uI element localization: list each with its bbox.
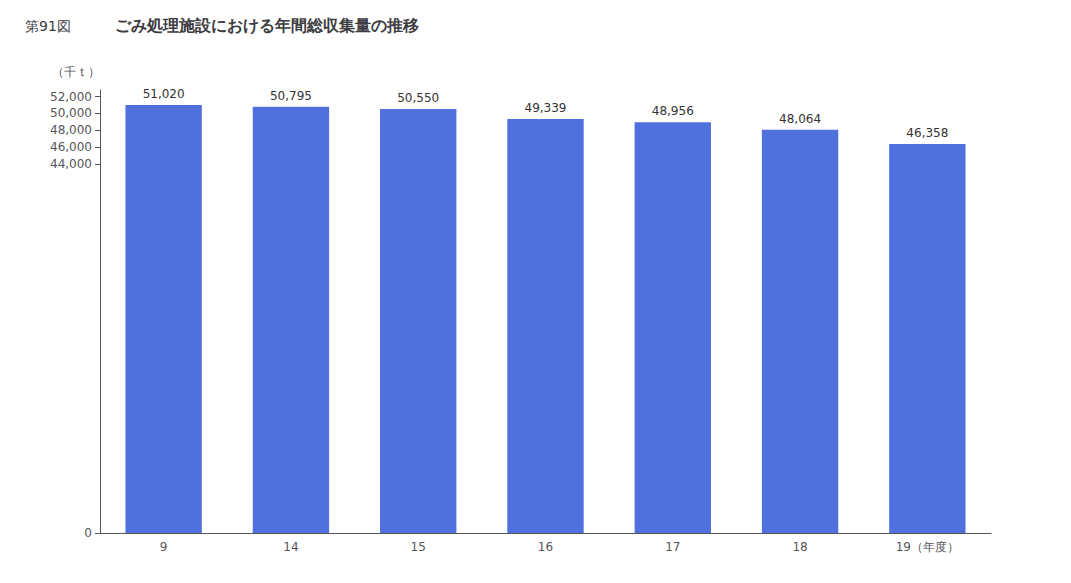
svg-text:0: 0 — [84, 526, 92, 540]
svg-text:49,339: 49,339 — [525, 101, 567, 115]
svg-text:14: 14 — [283, 540, 298, 554]
svg-text:48,064: 48,064 — [779, 112, 821, 126]
svg-text:18: 18 — [792, 540, 807, 554]
svg-text:9: 9 — [160, 540, 168, 554]
svg-text:17: 17 — [665, 540, 680, 554]
svg-text:48,000: 48,000 — [50, 123, 92, 137]
svg-text:46,358: 46,358 — [906, 126, 948, 140]
svg-text:50,795: 50,795 — [270, 89, 312, 103]
svg-text:44,000: 44,000 — [50, 157, 92, 171]
svg-text:（千ｔ）: （千ｔ） — [52, 65, 100, 79]
svg-text:50,000: 50,000 — [50, 106, 92, 120]
svg-text:51,020: 51,020 — [143, 87, 185, 101]
svg-text:15: 15 — [411, 540, 426, 554]
svg-text:48,956: 48,956 — [652, 104, 694, 118]
svg-text:19（年度）: 19（年度） — [896, 540, 959, 554]
svg-text:16: 16 — [538, 540, 553, 554]
svg-text:50,550: 50,550 — [397, 91, 439, 105]
svg-text:第91図: 第91図 — [25, 18, 71, 34]
svg-text:52,000: 52,000 — [50, 90, 92, 104]
svg-text:46,000: 46,000 — [50, 140, 92, 154]
svg-text:ごみ処理施設における年間総収集量の推移: ごみ処理施設における年間総収集量の推移 — [115, 16, 419, 35]
